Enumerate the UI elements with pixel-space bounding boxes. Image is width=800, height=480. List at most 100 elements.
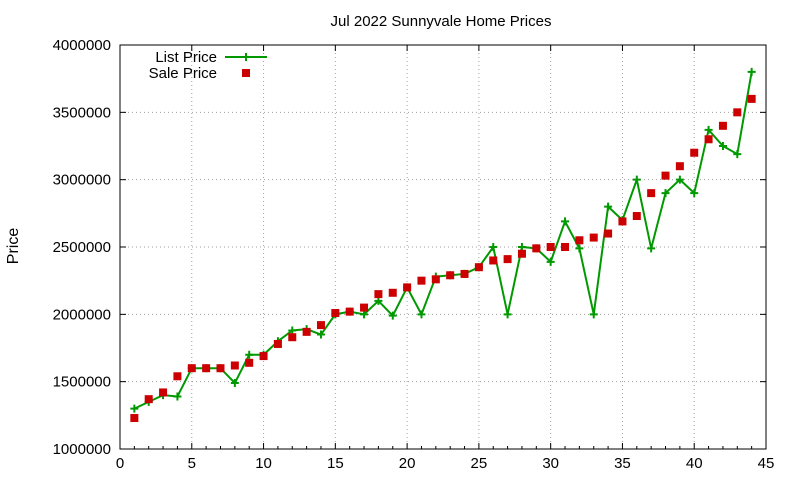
list-price-point (661, 189, 670, 198)
sale-price-point (345, 307, 354, 316)
sale-price-point (216, 364, 225, 373)
sale-price-point (431, 275, 440, 284)
sale-price-point (733, 108, 742, 117)
list-price-point (733, 150, 742, 159)
legend-label-list-price: List Price (155, 49, 217, 66)
list-price-point (690, 189, 699, 198)
sale-price-point (690, 148, 699, 157)
sale-price-point (316, 321, 325, 330)
sale-price-point (288, 333, 297, 342)
sale-price-point (331, 308, 340, 317)
sale-price-point (661, 171, 670, 180)
sale-price-point (532, 244, 541, 253)
sale-price-point (517, 249, 526, 258)
chart-title: Jul 2022 Sunnyvale Home Prices (331, 13, 552, 30)
list-price-point (230, 379, 239, 388)
y-tick-label: 1000000 (53, 441, 111, 458)
y-tick-label: 3000000 (53, 172, 111, 189)
series-sale-price (130, 94, 756, 423)
sale-price-point (718, 121, 727, 130)
sale-price-point (474, 263, 483, 272)
list-price-point (589, 310, 598, 319)
sale-price-point (647, 189, 656, 198)
x-tick-label: 40 (686, 455, 703, 472)
x-tick-label: 10 (255, 455, 272, 472)
sale-price-point (388, 288, 397, 297)
sale-price-point (259, 352, 268, 361)
sale-price-point (747, 94, 756, 103)
list-price-point (704, 125, 713, 134)
sale-price-point (159, 388, 168, 397)
list-price-point (575, 244, 584, 253)
y-tick-label: 3500000 (53, 104, 111, 121)
legend-label-sale-price: Sale Price (149, 65, 217, 82)
list-price-point (316, 330, 325, 339)
y-axis-label: Price (5, 228, 22, 265)
sale-price-point (604, 229, 613, 238)
series-list-price (130, 67, 756, 413)
list-price-point (374, 296, 383, 305)
x-tick-label: 15 (327, 455, 344, 472)
sale-price-point (403, 283, 412, 292)
list-price-point (130, 404, 139, 413)
list-price-point (173, 392, 182, 401)
list-price-point (747, 67, 756, 76)
sale-price-point (460, 269, 469, 278)
x-tick-label: 5 (188, 455, 196, 472)
list-price-point (388, 311, 397, 320)
sale-price-point (561, 243, 570, 251)
sale-price-point (144, 395, 153, 404)
list-price-point (561, 217, 570, 226)
sale-price-point (618, 217, 627, 226)
list-price-point (242, 53, 250, 61)
list-price-point (517, 243, 526, 251)
axes: 0 5 10 15 20 25 30 35 40 45 1000000 1500000 2000000 2… (53, 37, 775, 472)
sale-price-point (417, 276, 426, 285)
list-price-point (718, 142, 727, 150)
list-price-point (632, 175, 641, 184)
y-tick-label: 2000000 (53, 306, 111, 323)
grid (120, 45, 766, 449)
list-price-point (360, 310, 369, 319)
sale-price-point (374, 290, 383, 299)
sale-price-point (130, 414, 139, 423)
series-layer (130, 67, 756, 423)
sale-price-point (489, 256, 498, 265)
sale-price-point (675, 162, 684, 171)
x-tick-label: 30 (542, 455, 559, 472)
sale-price-point (360, 303, 369, 312)
x-tick-label: 35 (614, 455, 631, 472)
sale-price-point (302, 327, 311, 336)
sale-price-point (202, 364, 211, 373)
x-tick-label: 45 (758, 455, 775, 472)
sale-price-point (546, 243, 555, 251)
y-tick-label: 2500000 (53, 239, 111, 256)
sale-price-point (245, 358, 254, 367)
x-tick-label: 20 (399, 455, 416, 472)
x-tick-label: 0 (116, 455, 124, 472)
list-price-point (489, 243, 498, 251)
sale-price-point (187, 364, 196, 373)
list-price-point (604, 202, 613, 211)
y-tick-label: 1500000 (53, 374, 111, 391)
list-price-point (503, 310, 512, 319)
sale-price-point (230, 361, 239, 370)
list-price-line (133, 71, 753, 410)
list-price-point (647, 244, 656, 253)
sale-price-point (589, 233, 598, 242)
sale-price-point (704, 135, 713, 144)
list-price-point (417, 310, 426, 319)
x-tick-label: 25 (471, 455, 488, 472)
sale-price-point (632, 212, 641, 221)
sale-price-point (173, 372, 182, 381)
sale-price-point (503, 255, 512, 264)
list-price-point (288, 326, 297, 335)
sale-price-point (446, 271, 455, 280)
list-price-point (675, 175, 684, 184)
sale-price-point (575, 236, 584, 245)
list-price-point (245, 350, 254, 359)
list-price-point (546, 257, 555, 266)
sale-price-point (242, 69, 250, 77)
